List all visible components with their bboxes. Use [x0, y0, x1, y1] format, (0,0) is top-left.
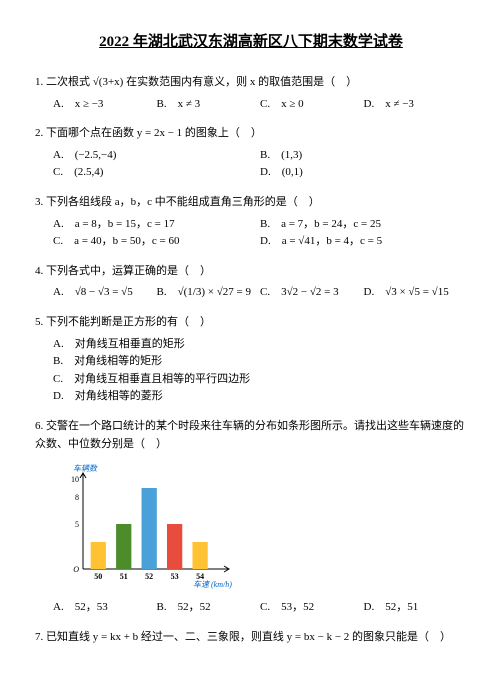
svg-text:5: 5 [75, 520, 79, 529]
chart-svg: O 5 8 10 车辆数车速 (km/h) 50 51 52 53 54 [53, 461, 233, 591]
svg-text:O: O [73, 565, 79, 574]
q5-opt-c: C. 对角线互相垂直且相等的平行四边形 [53, 371, 467, 389]
q2-opt-c: C. (2.5,4) [53, 164, 260, 182]
svg-text:51: 51 [120, 572, 128, 581]
q4-opt-b: B. √(1/3) × √27 = 9 [157, 284, 261, 302]
q4-opt-c: C. 3√2 − √2 = 3 [260, 284, 364, 302]
q4-opt-a: A. √8 − √3 = √5 [53, 284, 157, 302]
q4-opt-d: D. √3 × √5 = √15 [364, 284, 468, 302]
q2-opt-d: D. (0,1) [260, 164, 467, 182]
q3-opt-c: C. a = 40，b = 50，c = 60 [53, 233, 260, 251]
q1-opt-b: B. x ≠ 3 [157, 96, 261, 114]
svg-text:50: 50 [94, 572, 102, 581]
q3-opt-a: A. a = 8，b = 15，c = 17 [53, 216, 260, 234]
q2-opt-a: A. (−2.5,−4) [53, 147, 260, 165]
q5-opt-a: A. 对角线互相垂直的矩形 [53, 336, 467, 354]
q4-text: 4. 下列各式中，运算正确的是（ ） [35, 263, 467, 281]
question-2: 2. 下面哪个点在函数 y = 2x − 1 的图象上（ ） A. (−2.5,… [35, 125, 467, 182]
q2-opt-b: B. (1,3) [260, 147, 467, 165]
q6-text: 6. 交警在一个路口统计的某个时段来往车辆的分布如条形图所示。请找出这些车辆速度… [35, 418, 467, 453]
q3-opt-b: B. a = 7，b = 24，c = 25 [260, 216, 467, 234]
q6-opt-d: D. 52，51 [364, 599, 468, 617]
svg-text:车速 (km/h): 车速 (km/h) [193, 580, 232, 589]
q5-text: 5. 下列不能判断是正方形的有（ ） [35, 314, 467, 332]
q3-opt-d: D. a = √41，b = 4，c = 5 [260, 233, 467, 251]
svg-text:52: 52 [145, 572, 153, 581]
question-6: 6. 交警在一个路口统计的某个时段来往车辆的分布如条形图所示。请找出这些车辆速度… [35, 418, 467, 617]
q1-opt-d: D. x ≠ −3 [364, 96, 468, 114]
q2-text: 2. 下面哪个点在函数 y = 2x − 1 的图象上（ ） [35, 125, 467, 143]
svg-text:10: 10 [71, 475, 79, 484]
question-1: 1. 二次根式 √(3+x) 在实数范围内有意义，则 x 的取值范围是（ ） A… [35, 74, 467, 113]
q6-opt-c: C. 53，52 [260, 599, 364, 617]
q1-opt-c: C. x ≥ 0 [260, 96, 364, 114]
q3-text: 3. 下列各组线段 a，b，c 中不能组成直角三角形的是（ ） [35, 194, 467, 212]
q6-opt-a: A. 52，53 [53, 599, 157, 617]
q1-text: 1. 二次根式 √(3+x) 在实数范围内有意义，则 x 的取值范围是（ ） [35, 74, 467, 92]
bar-chart: O 5 8 10 车辆数车速 (km/h) 50 51 52 53 54 [53, 461, 467, 591]
question-5: 5. 下列不能判断是正方形的有（ ） A. 对角线互相垂直的矩形 B. 对角线相… [35, 314, 467, 406]
svg-text:8: 8 [75, 493, 79, 502]
q7-text: 7. 已知直线 y = kx + b 经过一、二、三象限，则直线 y = bx … [35, 629, 467, 647]
svg-text:54: 54 [196, 572, 204, 581]
page-title: 2022 年湖北武汉东湖高新区八下期末数学试卷 [35, 30, 467, 54]
q5-opt-b: B. 对角线相等的矩形 [53, 353, 467, 371]
q1-opt-a: A. x ≥ −3 [53, 96, 157, 114]
question-7: 7. 已知直线 y = kx + b 经过一、二、三象限，则直线 y = bx … [35, 629, 467, 647]
question-4: 4. 下列各式中，运算正确的是（ ） A. √8 − √3 = √5 B. √(… [35, 263, 467, 302]
question-3: 3. 下列各组线段 a，b，c 中不能组成直角三角形的是（ ） A. a = 8… [35, 194, 467, 251]
q6-opt-b: B. 52，52 [157, 599, 261, 617]
svg-text:53: 53 [171, 572, 179, 581]
q5-opt-d: D. 对角线相等的菱形 [53, 388, 467, 406]
svg-text:车辆数: 车辆数 [73, 464, 98, 473]
